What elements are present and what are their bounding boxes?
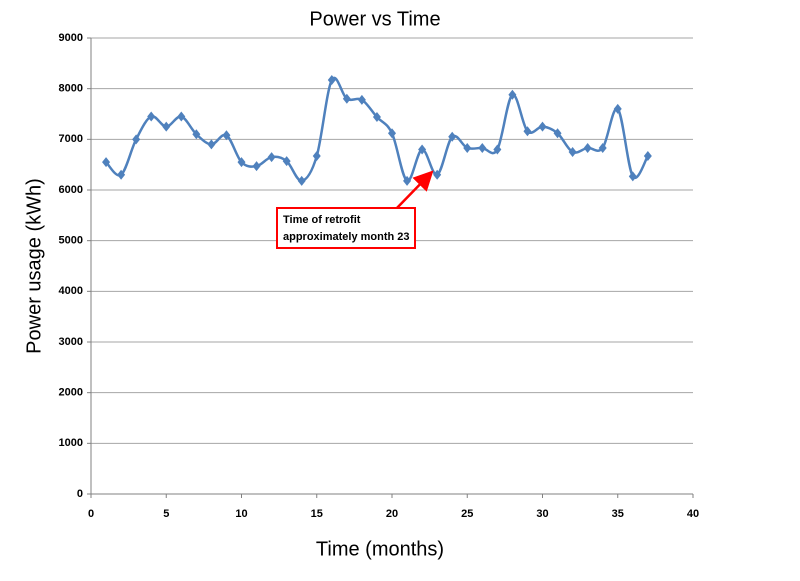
point [177,111,186,122]
x-tick-label: 5 [163,508,169,520]
x-tick-label: 25 [461,508,473,520]
y-tick-label: 4000 [59,285,83,297]
point [222,130,231,141]
point [372,112,381,123]
point [267,152,276,163]
y-tick-label: 1000 [59,437,83,449]
annotation-box [276,207,416,249]
point [312,151,321,162]
y-tick-label: 0 [77,488,83,500]
point [282,156,291,167]
x-tick-label: 40 [687,508,699,520]
x-tick-label: 20 [386,508,398,520]
point [327,75,336,86]
point [553,128,562,139]
point [448,131,457,142]
chart-title: Power vs Time [309,8,440,30]
point [403,175,412,186]
point [207,139,216,150]
series-line [105,76,649,183]
point [523,126,532,137]
annotation-text: Time of retrofit [283,214,361,226]
point [613,103,622,114]
point [102,157,111,168]
point [418,144,427,155]
point [508,89,517,100]
point [478,142,487,153]
annotation: Time of retrofit approximately month 23 [276,170,434,249]
y-tick-label: 8000 [59,83,83,95]
x-tick-label: 30 [536,508,548,520]
point [147,111,156,122]
point [357,94,366,105]
point [433,169,442,180]
y-tick-label: 7000 [59,133,83,145]
point [297,175,306,186]
x-tick-label: 10 [235,508,247,520]
point [388,128,396,139]
y-tick-label: 6000 [59,184,83,196]
point [598,142,607,153]
point [493,144,502,155]
y-tick-label: 2000 [59,387,83,399]
point [162,121,171,132]
point [568,147,577,157]
y-tick-label: 5000 [59,235,83,247]
annotation-text: approximately month 23 [283,231,410,243]
point [192,129,201,140]
x-tick-label: 0 [88,508,94,520]
point [628,171,637,182]
x-axis-label: Time (months) [316,538,444,560]
point [237,157,246,168]
x-tick-label: 15 [311,508,323,520]
point [117,169,126,180]
point [463,142,472,153]
point [583,142,592,153]
x-tick-label: 35 [612,508,624,520]
annotation-arrow [394,170,434,211]
y-tick-label: 3000 [59,336,83,348]
point [252,161,261,172]
point [342,93,351,104]
y-tick-label: 9000 [59,32,83,44]
point [132,134,141,145]
y-axis-label: Power usage (kWh) [23,178,45,354]
point [643,151,652,162]
point [538,121,547,132]
